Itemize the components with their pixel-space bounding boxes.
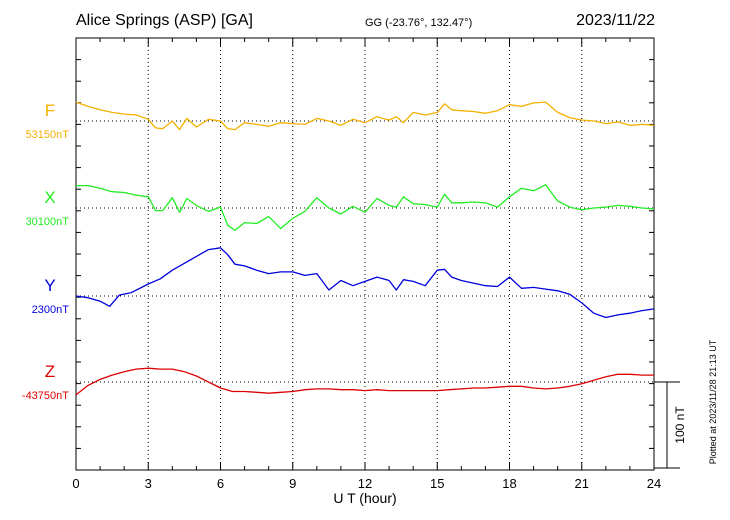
- component-labels: F 53150nT X 30100nT Y 2300nT Z -43750nT: [22, 101, 69, 402]
- trace-z: [75, 367, 654, 396]
- plotted-timestamp: Plotted at 2023/11/28 21:13 UT: [708, 339, 718, 464]
- x-tick-label: 18: [502, 476, 516, 491]
- component-name-x: X: [44, 188, 55, 207]
- trace-f: [75, 101, 655, 131]
- component-baseline-z: -43750nT: [22, 390, 69, 402]
- trace-x: [76, 184, 655, 232]
- component-baseline-f: 53150nT: [26, 129, 70, 141]
- component-name-z: Z: [45, 362, 55, 381]
- x-tick-label: 3: [145, 476, 152, 491]
- x-tick-label: 15: [430, 476, 444, 491]
- x-tick-label: 9: [289, 476, 296, 491]
- vertical-gridlines: [147, 38, 583, 470]
- x-tick-label: 0: [72, 476, 79, 491]
- component-name-f: F: [45, 101, 55, 120]
- component-baseline-y: 2300nT: [32, 304, 70, 316]
- x-axis-label: U T (hour): [333, 490, 396, 506]
- plot-date: 2023/11/22: [576, 12, 655, 29]
- x-tick-label: 12: [358, 476, 372, 491]
- scale-bar: 100 nT: [654, 381, 687, 469]
- x-tick-labels: 0 3 6 9 12 15 18 21 24: [72, 476, 661, 491]
- scale-bar-label: 100 nT: [673, 406, 687, 444]
- axis-ticks: [75, 38, 655, 470]
- x-tick-label: 21: [575, 476, 589, 491]
- component-baseline-x: 30100nT: [26, 216, 70, 228]
- traces: [75, 101, 655, 396]
- station-title: Alice Springs (ASP) [GA]: [76, 12, 253, 29]
- component-name-y: Y: [44, 276, 55, 295]
- trace-y: [75, 247, 655, 319]
- x-tick-label: 24: [647, 476, 661, 491]
- x-tick-label: 6: [217, 476, 224, 491]
- station-coordinates: GG (-23.76°, 132.47°): [365, 17, 472, 29]
